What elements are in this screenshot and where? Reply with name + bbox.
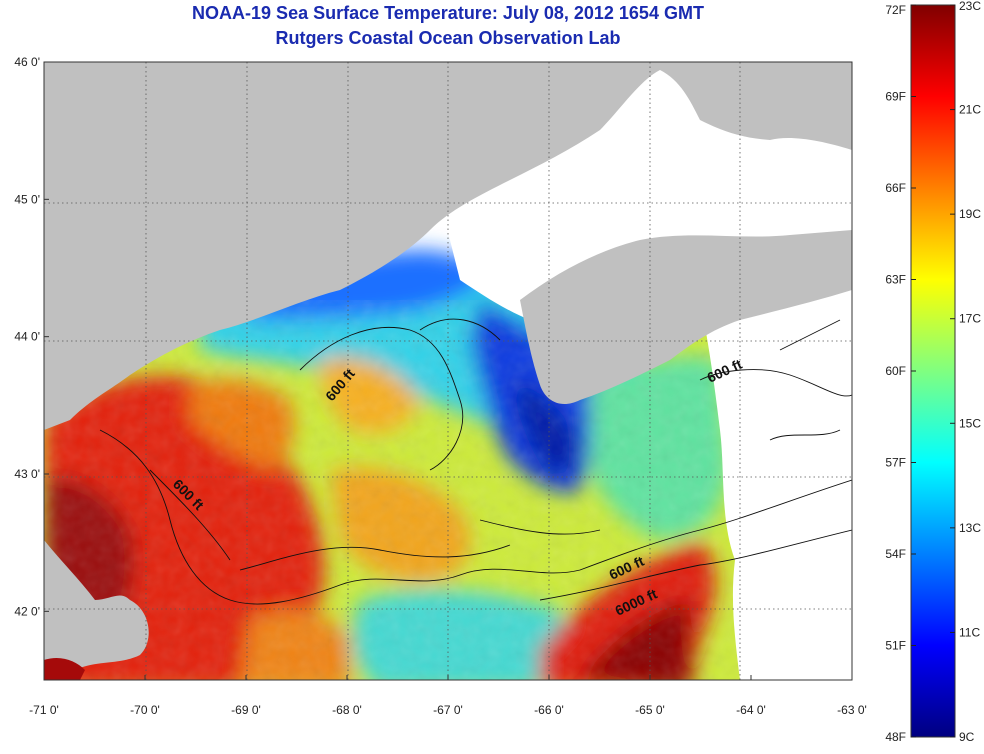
- colorbar-c-label: 9C: [959, 730, 975, 744]
- colorbar-f-label: 63F: [885, 273, 906, 287]
- colorbar-fahrenheit-labels: 72F 69F 66F 63F 60F 57F 54F 51F 48F: [885, 3, 916, 744]
- chart-subtitle: Rutgers Coastal Ocean Observation Lab: [275, 28, 621, 48]
- colorbar-f-label: 72F: [885, 3, 906, 17]
- lon-tick-label: -68 0': [332, 703, 362, 717]
- lon-tick-label: -69 0': [231, 703, 261, 717]
- colorbar-c-label: 17C: [959, 312, 981, 326]
- lon-tick-label: -71 0': [29, 703, 59, 717]
- colorbar-f-label: 60F: [885, 364, 906, 378]
- colorbar-c-label: 21C: [959, 103, 981, 117]
- lat-tick-label: 45 0': [14, 192, 40, 206]
- colorbar-c-label: 13C: [959, 521, 981, 535]
- colorbar-c-label: 23C: [959, 0, 981, 13]
- chart-title: NOAA-19 Sea Surface Temperature: July 08…: [192, 3, 704, 23]
- lon-tick-label: -64 0': [736, 703, 766, 717]
- lon-axis: -71 0' -70 0' -69 0' -68 0' -67 0' -66 0' -65 …: [29, 675, 867, 717]
- colorbar-c-label: 11C: [959, 625, 980, 639]
- colorbar-f-label: 69F: [885, 90, 906, 104]
- colorbar-c-label: 19C: [959, 207, 981, 221]
- lon-tick-label: -65 0': [635, 703, 665, 717]
- colorbar-f-label: 48F: [885, 730, 906, 744]
- colorbar-c-label: 15C: [959, 416, 981, 430]
- lat-tick-label: 44 0': [14, 330, 40, 344]
- colorbar-f-label: 54F: [885, 547, 906, 561]
- colorbar-f-label: 51F: [885, 639, 906, 653]
- lat-tick-label: 43 0': [14, 467, 40, 481]
- depth-contours: [99, 318, 852, 605]
- colorbar-f-label: 57F: [885, 456, 906, 470]
- lat-axis: 46 0' 45 0' 44 0' 43 0' 42 0': [14, 55, 49, 618]
- lon-tick-label: -67 0': [433, 703, 463, 717]
- lat-tick-label: 46 0': [14, 55, 40, 69]
- lon-tick-label: -70 0': [130, 703, 160, 717]
- colorbar: [910, 4, 956, 738]
- lon-tick-label: -63 0': [837, 703, 867, 717]
- colorbar-celsius-labels: 23C 21C 19C 17C 15C 13C 11C 9C: [950, 0, 981, 744]
- colorbar-f-label: 66F: [885, 181, 906, 195]
- lat-tick-label: 42 0': [14, 604, 40, 618]
- lon-tick-label: -66 0': [534, 703, 564, 717]
- sst-field: 600 ft 600 ft 600 ft 600 ft 6000 ft: [44, 62, 852, 680]
